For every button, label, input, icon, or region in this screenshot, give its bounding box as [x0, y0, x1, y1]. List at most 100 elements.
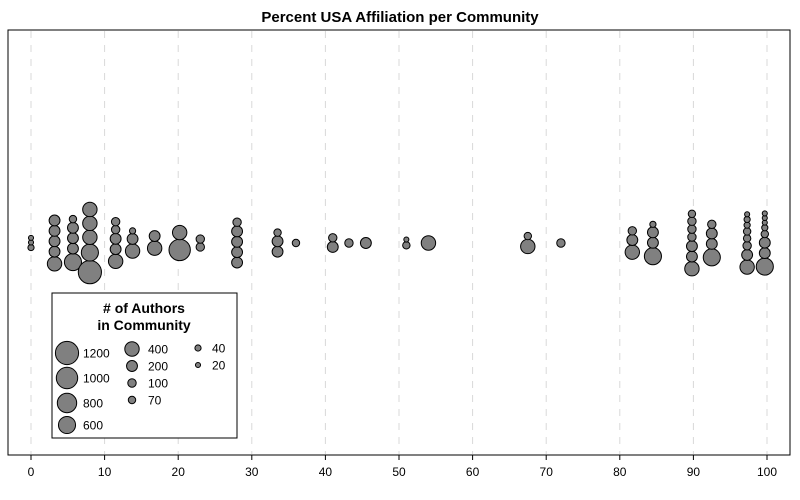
community-bubble — [739, 259, 755, 275]
community-bubble — [649, 220, 657, 228]
community-bubble — [48, 235, 61, 248]
legend-label: 400 — [148, 343, 168, 357]
community-bubble — [359, 237, 372, 249]
community-bubble — [67, 232, 79, 245]
community-bubble — [271, 235, 284, 248]
community-bubble — [556, 238, 566, 248]
community-bubble — [742, 227, 752, 236]
legend-label: 1000 — [83, 372, 110, 386]
community-bubble — [402, 241, 411, 250]
community-bubble — [195, 234, 205, 244]
legend-bubble — [56, 392, 78, 414]
bubble-series — [27, 201, 774, 285]
community-bubble — [82, 215, 98, 232]
community-bubble — [126, 232, 139, 245]
legend-bubble — [127, 395, 137, 405]
community-bubble — [48, 224, 61, 237]
community-bubble — [760, 229, 769, 239]
legend-bubble — [194, 344, 202, 352]
community-bubble — [124, 243, 141, 259]
community-bubble — [195, 242, 205, 252]
legend-label: 100 — [148, 377, 168, 391]
x-tick-label: 20 — [172, 465, 186, 479]
community-bubble — [523, 231, 533, 241]
x-tick-label: 60 — [466, 465, 480, 479]
community-bubble — [128, 227, 137, 235]
legend-label: 70 — [148, 394, 162, 408]
community-bubble — [758, 236, 771, 249]
community-bubble — [291, 238, 301, 248]
x-tick-label: 30 — [245, 465, 259, 479]
x-tick-label: 40 — [319, 465, 333, 479]
community-bubble — [685, 250, 698, 263]
community-bubble — [48, 214, 61, 227]
community-bubble — [344, 238, 354, 248]
x-tick-label: 70 — [540, 465, 554, 479]
legend-label: 600 — [83, 419, 103, 433]
community-bubble — [627, 226, 638, 236]
community-bubble — [326, 241, 339, 253]
x-tick-label: 0 — [28, 465, 35, 479]
community-bubble — [758, 247, 771, 260]
legend-label: 1200 — [83, 347, 110, 361]
community-bubble — [624, 244, 641, 260]
community-bubble — [705, 227, 718, 240]
community-bubble — [742, 234, 752, 243]
community-bubble — [420, 235, 437, 251]
size-legend: # of Authors in Community 1200 1000 800 600… — [51, 292, 238, 439]
community-bubble — [109, 232, 122, 245]
community-bubble — [646, 236, 659, 249]
community-bubble — [231, 225, 244, 238]
community-bubble — [643, 247, 662, 266]
community-bubble — [702, 248, 721, 267]
community-bubble — [685, 240, 698, 253]
community-bubble — [520, 238, 536, 255]
legend-label: 20 — [212, 359, 226, 373]
community-bubble — [109, 243, 122, 256]
community-bubble — [744, 211, 751, 218]
community-bubble — [107, 253, 124, 269]
legend-bubble — [194, 361, 202, 369]
legend-label: 40 — [212, 342, 226, 356]
x-tick-label: 50 — [392, 465, 406, 479]
community-bubble — [82, 229, 98, 245]
community-bubble — [148, 230, 161, 242]
community-bubble — [742, 241, 752, 251]
legend-bubble — [124, 341, 140, 357]
community-bubble — [80, 243, 99, 262]
community-bubble — [626, 234, 639, 246]
legend-bubble — [126, 360, 138, 372]
community-bubble — [146, 240, 163, 256]
legend-label: 200 — [148, 360, 168, 374]
community-bubble — [232, 217, 242, 227]
legend-bubble — [127, 378, 137, 388]
chart-title: Percent USA Affiliation per Community — [261, 9, 539, 26]
community-bubble — [707, 219, 717, 230]
community-bubble — [646, 226, 659, 239]
community-bubble — [403, 236, 410, 243]
x-tick-label: 80 — [613, 465, 627, 479]
community-bubble — [687, 232, 697, 242]
x-tick-label: 100 — [757, 465, 777, 479]
community-bubble — [273, 228, 282, 237]
legend-label: 800 — [83, 397, 103, 411]
x-axis: 0 10 20 30 40 50 60 70 80 90 100 — [28, 455, 777, 479]
community-bubble — [761, 210, 768, 217]
legend-title-line1: # of Authors — [103, 300, 185, 316]
community-bubble — [168, 238, 191, 262]
legend-bubble — [55, 366, 79, 390]
community-bubble — [684, 261, 700, 277]
community-bubble — [687, 224, 697, 234]
community-bubble — [27, 234, 35, 241]
community-bubble — [67, 242, 79, 255]
legend-bubble — [54, 340, 80, 366]
community-bubble — [68, 214, 78, 224]
community-bubble — [755, 257, 774, 276]
community-bubble — [231, 256, 244, 269]
community-bubble — [231, 235, 244, 248]
community-bubble — [705, 237, 718, 250]
grid-lines — [30, 31, 768, 454]
community-bubble — [687, 209, 697, 219]
